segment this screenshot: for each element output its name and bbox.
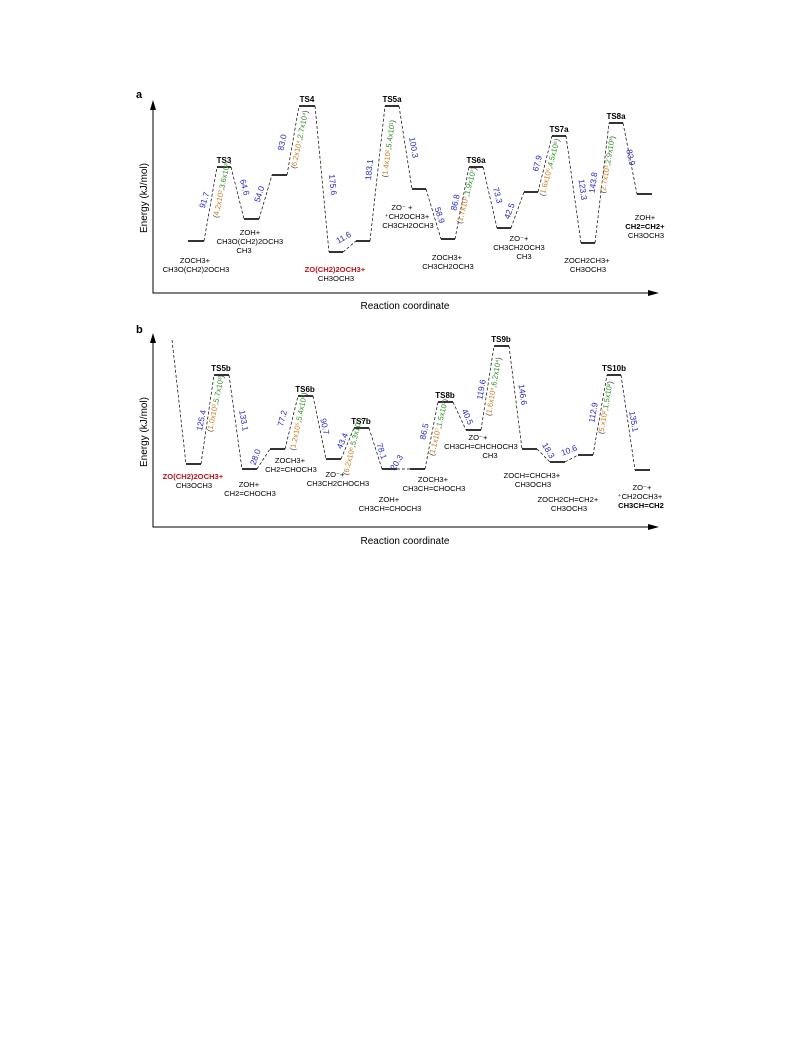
- ts-label: TS5a: [382, 95, 402, 104]
- rate-constant: (6.2x10⁴,2.7x10⁴): [289, 109, 310, 169]
- energy-value: 112.9: [586, 401, 599, 423]
- x-axis-arrow: [648, 524, 659, 530]
- species-label: ZO⁻+ CH3CH=CHCHOCH3 CH3: [444, 433, 520, 460]
- energy-value: 83.0: [275, 133, 288, 151]
- energy-value: 90.7: [318, 417, 331, 435]
- y-axis-label: Energy (kJ/mol): [139, 397, 150, 467]
- rate-constant: (1.2x10⁵,5.4x10⁵): [288, 391, 309, 451]
- species-label: ZOCH3+ CH3O(CH2)2OCH3: [163, 256, 230, 274]
- x-axis-label: Reaction coordinate: [361, 536, 450, 547]
- energy-value: 146.6: [517, 384, 530, 406]
- energy-value: 175.6: [327, 174, 339, 196]
- energy-value: 11.6: [334, 229, 353, 246]
- ts-label: TS10b: [602, 364, 626, 373]
- ts-label: TS8b: [435, 391, 455, 400]
- panel-b: b Energy (kJ/mol) Reaction coordinate: [136, 324, 664, 547]
- species-label: ZOCH3+ CH2=CHOCH3: [265, 456, 317, 474]
- energy-value: 91.7: [197, 190, 212, 209]
- energy-value: 135.1: [627, 410, 641, 433]
- species-label: ZOH+ CH2=CH2+ CH3OCH3: [625, 213, 666, 240]
- rate-constant: (1.6x10⁴,6.2x10⁴): [484, 356, 503, 416]
- x-axis-label: Reaction coordinate: [361, 301, 450, 312]
- species-label: ZO⁻ + ⁺CH2OCH3+ CH3CH2OCH3: [382, 203, 433, 230]
- ts-label: TS3: [217, 156, 232, 165]
- energy-value: 183.1: [363, 158, 375, 180]
- energy-value: 78.1: [375, 442, 390, 461]
- energy-value: 54.0: [252, 184, 267, 203]
- energy-value: 73.3: [491, 186, 505, 205]
- energy-value: 67.9: [530, 154, 544, 173]
- energy-value: 119.6: [474, 378, 487, 400]
- panel-label: a: [136, 89, 143, 101]
- rate-constant: (4.2x10³,3.6x10³): [211, 160, 232, 219]
- rate-constant: (1.4x10²,5.4x10¹): [380, 119, 397, 178]
- energy-value: 58.9: [433, 206, 448, 225]
- energy-value: 40.5: [460, 407, 476, 426]
- energy-value: 64.6: [238, 178, 252, 197]
- y-axis-arrow: [150, 100, 156, 110]
- rate-constant: (2.7x10³,2.9x10³): [598, 135, 617, 194]
- axes: [152, 337, 655, 528]
- energy-value: 86.5: [417, 422, 430, 440]
- energy-value: 143.8: [587, 171, 600, 193]
- connectors: [171, 339, 636, 471]
- energy-value: 100.3: [407, 136, 421, 159]
- ts-label: TS9b: [491, 335, 511, 344]
- x-axis-arrow: [648, 290, 659, 296]
- species-label: ZO(CH2)2OCH3+ CH3OCH3: [305, 265, 368, 283]
- ts-label: TS6b: [295, 385, 315, 394]
- species-label: ZOH+ CH3CH=CHOCH3: [359, 495, 422, 513]
- rate-constant: (1.0x10³,5.7x10³): [205, 374, 226, 433]
- ts-label: TS6a: [466, 156, 486, 165]
- species-label: ZO⁻+ ⁺CH2OCH3+ CH3CH=CH2: [618, 483, 665, 510]
- ts-label: TS5b: [211, 364, 231, 373]
- energy-value: 86.8: [448, 193, 461, 211]
- energy-value: 77.2: [275, 409, 289, 428]
- ts-label: TS7b: [351, 417, 371, 426]
- panel-label: b: [136, 324, 143, 336]
- energy-value: 18.3: [540, 441, 557, 460]
- y-axis-label: Energy (kJ/mol): [139, 163, 150, 233]
- ts-label: TS7a: [549, 125, 569, 134]
- energy-value: 10.6: [560, 443, 579, 458]
- energy-value: 83.9: [624, 148, 637, 166]
- species-label: ZOCH=CHCH3+ CH3OCH3: [504, 471, 563, 489]
- species-label: ZOH+ CH2=CHOCH3: [224, 480, 276, 498]
- species-label: ZO(CH2)2OCH3+ CH3OCH3: [163, 472, 226, 490]
- ts-label: TS8a: [606, 112, 626, 121]
- energy-value: 123.3: [577, 179, 590, 201]
- rate-constant: (5.x10²,1.5x10²): [596, 380, 614, 435]
- connectors: [203, 105, 638, 253]
- panel-a: a Energy (kJ/mol) Reaction coordinate: [136, 89, 666, 312]
- ts-label: TS4: [300, 95, 315, 104]
- species-label: ZOCH3+ CH3CH2OCH3: [422, 253, 473, 271]
- species-label: ZOCH3+ CH3CH=CHOCH3: [403, 475, 466, 493]
- energy-value: 133.1: [237, 409, 251, 432]
- axes: [152, 104, 655, 294]
- species-label: ZOH+ CH3O(CH2)2OCH3 CH3: [217, 228, 286, 255]
- species-label: ZO⁻+ CH3CH2OCH3 CH3: [493, 234, 547, 261]
- y-axis-arrow: [150, 333, 156, 343]
- species-label: ZOCH2CH=CH2+ CH3OCH3: [538, 495, 601, 513]
- species-label: ZO⁻+ CH3CH2CHOCH3: [307, 470, 369, 488]
- energy-value: 125.4: [194, 409, 208, 432]
- species-label: ZOCH2CH3+ CH3OCH3: [564, 256, 612, 274]
